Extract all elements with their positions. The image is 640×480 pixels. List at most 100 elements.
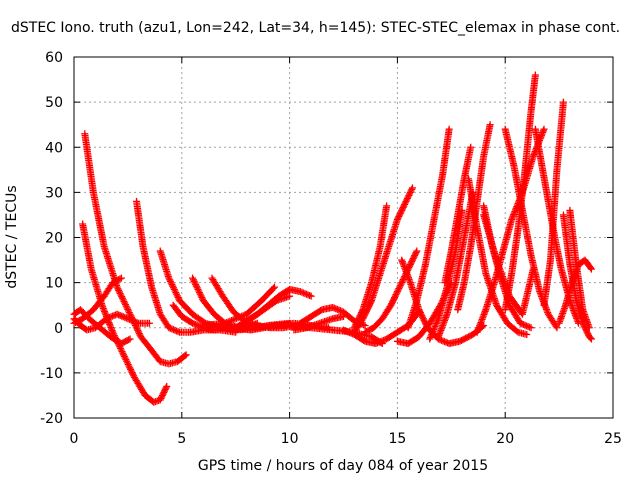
data-point bbox=[307, 292, 315, 300]
data-point bbox=[122, 302, 130, 310]
data-point bbox=[397, 280, 405, 288]
data-point bbox=[350, 324, 358, 332]
data-point bbox=[118, 293, 126, 301]
data-point bbox=[367, 298, 375, 306]
y-tick-label: 0 bbox=[54, 321, 63, 337]
data-point bbox=[401, 199, 409, 207]
data-point bbox=[407, 187, 415, 195]
data-point bbox=[390, 295, 398, 303]
data-point bbox=[361, 321, 369, 329]
data-point bbox=[586, 334, 594, 342]
data-marks bbox=[70, 71, 595, 406]
data-point bbox=[430, 326, 438, 334]
data-point bbox=[124, 305, 132, 313]
data-point bbox=[398, 277, 406, 285]
data-point bbox=[238, 312, 246, 320]
data-point bbox=[269, 284, 277, 292]
data-point bbox=[445, 125, 453, 133]
data-point bbox=[405, 191, 413, 199]
data-point bbox=[161, 387, 169, 395]
data-point bbox=[396, 282, 404, 290]
data-point bbox=[182, 351, 190, 359]
data-point bbox=[406, 190, 414, 198]
data-point bbox=[118, 294, 126, 302]
data-point bbox=[145, 319, 153, 327]
y-tick-label: -10 bbox=[40, 366, 63, 382]
series-25 bbox=[441, 143, 475, 287]
data-point bbox=[355, 315, 363, 323]
data-point bbox=[115, 286, 123, 294]
data-point bbox=[130, 372, 138, 380]
data-point bbox=[386, 303, 394, 311]
data-point bbox=[166, 277, 174, 285]
data-point bbox=[125, 336, 133, 344]
data-point bbox=[394, 214, 402, 222]
data-point bbox=[417, 310, 425, 318]
data-point bbox=[167, 279, 175, 287]
x-axis-label: GPS time / hours of day 084 of year 2015 bbox=[198, 458, 488, 474]
data-point bbox=[239, 312, 247, 320]
data-point bbox=[286, 292, 294, 300]
data-point bbox=[351, 322, 359, 330]
data-point bbox=[399, 276, 407, 284]
data-point bbox=[408, 185, 416, 193]
data-point bbox=[553, 324, 561, 332]
data-point bbox=[358, 307, 366, 315]
data-point bbox=[393, 289, 401, 297]
data-point bbox=[165, 274, 173, 282]
data-point bbox=[355, 313, 363, 321]
data-point bbox=[173, 290, 181, 298]
data-point bbox=[169, 282, 177, 290]
data-point bbox=[421, 318, 429, 326]
data-point bbox=[412, 249, 420, 257]
data-point bbox=[120, 297, 128, 305]
y-tick-label: -20 bbox=[40, 411, 63, 427]
data-point bbox=[584, 330, 592, 338]
data-point bbox=[191, 279, 199, 287]
data-point bbox=[181, 352, 189, 360]
data-point bbox=[400, 202, 408, 210]
data-point bbox=[388, 300, 396, 308]
y-axis-label: dSTEC / TECUs bbox=[4, 185, 20, 288]
data-point bbox=[126, 364, 134, 372]
data-point bbox=[170, 285, 178, 293]
data-point bbox=[196, 290, 204, 298]
data-point bbox=[523, 331, 531, 339]
y-tick-label: 60 bbox=[45, 50, 63, 66]
data-point bbox=[229, 316, 237, 324]
data-point bbox=[408, 258, 416, 266]
data-point bbox=[419, 315, 427, 323]
data-point bbox=[127, 365, 135, 373]
data-point bbox=[418, 312, 426, 320]
data-point bbox=[395, 285, 403, 293]
data-point bbox=[159, 390, 167, 398]
data-point bbox=[587, 264, 595, 272]
data-point bbox=[395, 212, 403, 220]
data-point bbox=[163, 382, 171, 390]
data-point bbox=[396, 209, 404, 217]
data-point bbox=[426, 335, 434, 343]
data-point bbox=[426, 333, 434, 341]
data-point bbox=[434, 316, 442, 324]
data-point bbox=[387, 301, 395, 309]
data-point bbox=[432, 319, 440, 327]
data-point bbox=[123, 359, 131, 367]
data-point bbox=[116, 290, 124, 298]
y-tick-label: 10 bbox=[45, 276, 63, 292]
data-point bbox=[226, 317, 234, 325]
data-point bbox=[416, 309, 424, 317]
data-point bbox=[160, 388, 168, 396]
data-point bbox=[408, 256, 416, 264]
data-point bbox=[388, 298, 396, 306]
data-point bbox=[432, 321, 440, 329]
data-point bbox=[133, 325, 141, 333]
data-point bbox=[121, 354, 129, 362]
x-tick-label: 25 bbox=[604, 431, 622, 447]
x-tick-label: 10 bbox=[281, 431, 299, 447]
data-point bbox=[398, 205, 406, 213]
series-33 bbox=[540, 98, 567, 309]
data-point bbox=[135, 330, 143, 338]
x-tick-label: 15 bbox=[388, 431, 406, 447]
axis-ticks: 0 5 10 15 20 25 -20 -10 0 10 20 30 40 50 60 bbox=[40, 50, 622, 447]
